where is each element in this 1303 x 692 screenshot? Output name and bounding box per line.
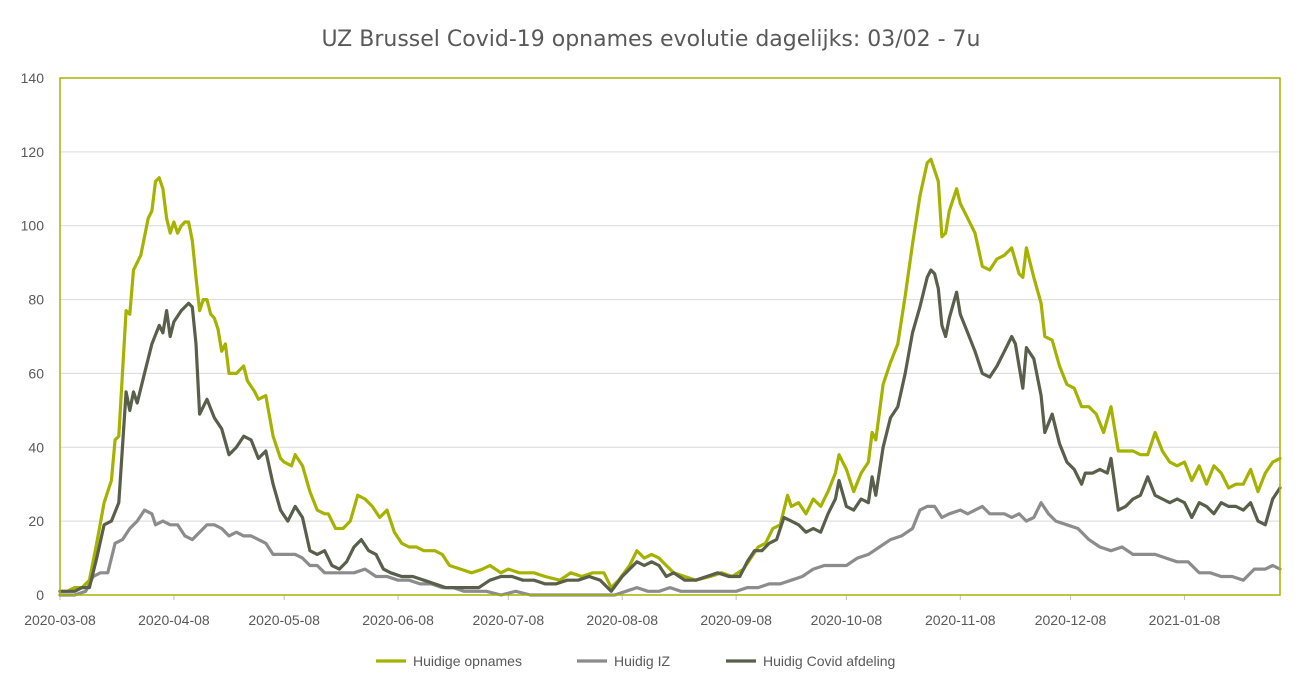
x-tick-label: 2020-07-08 [473, 612, 545, 628]
x-tick-label: 2020-10-08 [811, 612, 883, 628]
series-lines [58, 157, 1282, 597]
x-tick-label: 2020-11-08 [925, 612, 996, 628]
y-tick-label: 120 [21, 144, 45, 160]
legend-label-1: Huidig IZ [614, 653, 670, 669]
x-tick-label: 2020-12-08 [1035, 612, 1107, 628]
y-axis: 0 20 40 60 80 100 120 140 [21, 70, 45, 603]
series-line-2 [58, 268, 1282, 593]
legend-label-0: Huidige opnames [413, 653, 522, 669]
grid-lines [60, 151, 1280, 522]
legend-label-2: Huidig Covid afdeling [763, 653, 895, 669]
y-tick-label: 80 [28, 292, 44, 308]
x-tick-label: 2020-08-08 [586, 612, 658, 628]
y-tick-label: 20 [28, 513, 44, 529]
x-tick-label: 2020-06-08 [362, 612, 434, 628]
y-tick-label: 40 [28, 439, 44, 455]
x-tick-label: 2021-01-08 [1149, 612, 1221, 628]
y-tick-label: 0 [36, 587, 44, 603]
x-tick-label: 2020-09-08 [700, 612, 772, 628]
legend: Huidige opnames Huidig IZ Huidig Covid afd… [376, 653, 895, 669]
y-tick-label: 100 [21, 218, 45, 234]
series-line-0 [58, 157, 1282, 593]
x-tick-label: 2020-05-08 [248, 612, 320, 628]
x-tick-label: 2020-04-08 [138, 612, 210, 628]
x-tick-label: 2020-03-08 [24, 612, 96, 628]
x-axis: 2020-03-08 2020-04-08 2020-05-08 2020-06-08… [24, 594, 1280, 628]
y-tick-label: 60 [28, 365, 44, 381]
chart-title: UZ Brussel Covid-19 opnames evolutie dag… [321, 27, 980, 52]
y-tick-label: 140 [21, 70, 45, 86]
series-line-1 [58, 501, 1282, 597]
plot-frame [59, 77, 1281, 596]
